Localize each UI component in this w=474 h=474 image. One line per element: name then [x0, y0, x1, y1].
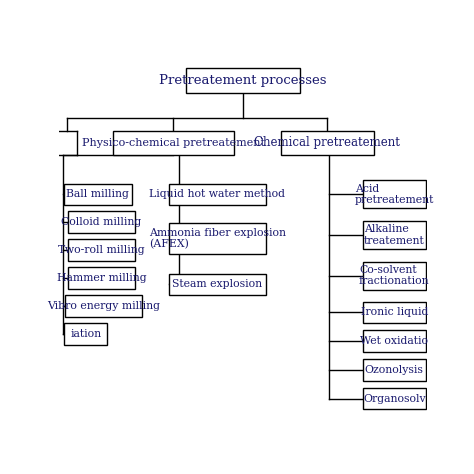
Text: Steam explosion: Steam explosion — [172, 280, 262, 290]
FancyBboxPatch shape — [65, 295, 142, 317]
Text: Liquid hot water method: Liquid hot water method — [149, 189, 285, 199]
FancyBboxPatch shape — [169, 223, 266, 254]
FancyBboxPatch shape — [363, 262, 426, 290]
FancyBboxPatch shape — [64, 183, 132, 205]
Text: Colloid milling: Colloid milling — [61, 217, 142, 227]
Text: iation: iation — [70, 329, 101, 339]
FancyBboxPatch shape — [64, 323, 108, 345]
Text: Alkaline
treatement: Alkaline treatement — [364, 225, 425, 246]
FancyBboxPatch shape — [363, 359, 426, 381]
FancyBboxPatch shape — [363, 221, 426, 249]
Text: Acid
pretreatement: Acid pretreatement — [355, 184, 434, 205]
FancyBboxPatch shape — [363, 180, 426, 209]
Text: Ozonolysis: Ozonolysis — [365, 365, 424, 375]
FancyBboxPatch shape — [169, 183, 266, 205]
FancyBboxPatch shape — [67, 267, 136, 289]
FancyBboxPatch shape — [67, 239, 136, 261]
FancyBboxPatch shape — [363, 330, 426, 352]
FancyBboxPatch shape — [363, 388, 426, 410]
FancyBboxPatch shape — [112, 131, 234, 155]
FancyBboxPatch shape — [186, 68, 300, 93]
Text: Ball milling: Ball milling — [66, 189, 129, 199]
Text: Chemical pretreatement: Chemical pretreatement — [255, 136, 401, 149]
Text: Two-roll milling: Two-roll milling — [58, 245, 145, 255]
Text: Hammer milling: Hammer milling — [57, 273, 146, 283]
Text: Co-solvent
fractionation: Co-solvent fractionation — [359, 265, 429, 286]
FancyBboxPatch shape — [281, 131, 374, 155]
Text: Vibro energy milling: Vibro energy milling — [47, 301, 160, 311]
Text: Wet oxidatio: Wet oxidatio — [360, 336, 428, 346]
Text: Organosolv: Organosolv — [363, 394, 426, 404]
Text: Ammonia fiber explosion
(AFEX): Ammonia fiber explosion (AFEX) — [149, 228, 286, 249]
FancyBboxPatch shape — [67, 211, 136, 233]
Text: Physico-chemical pretreatement: Physico-chemical pretreatement — [82, 138, 264, 148]
Text: Pretreatement processes: Pretreatement processes — [159, 74, 327, 87]
Text: Ironic liquid: Ironic liquid — [361, 307, 428, 318]
FancyBboxPatch shape — [363, 301, 426, 323]
FancyBboxPatch shape — [169, 273, 266, 295]
